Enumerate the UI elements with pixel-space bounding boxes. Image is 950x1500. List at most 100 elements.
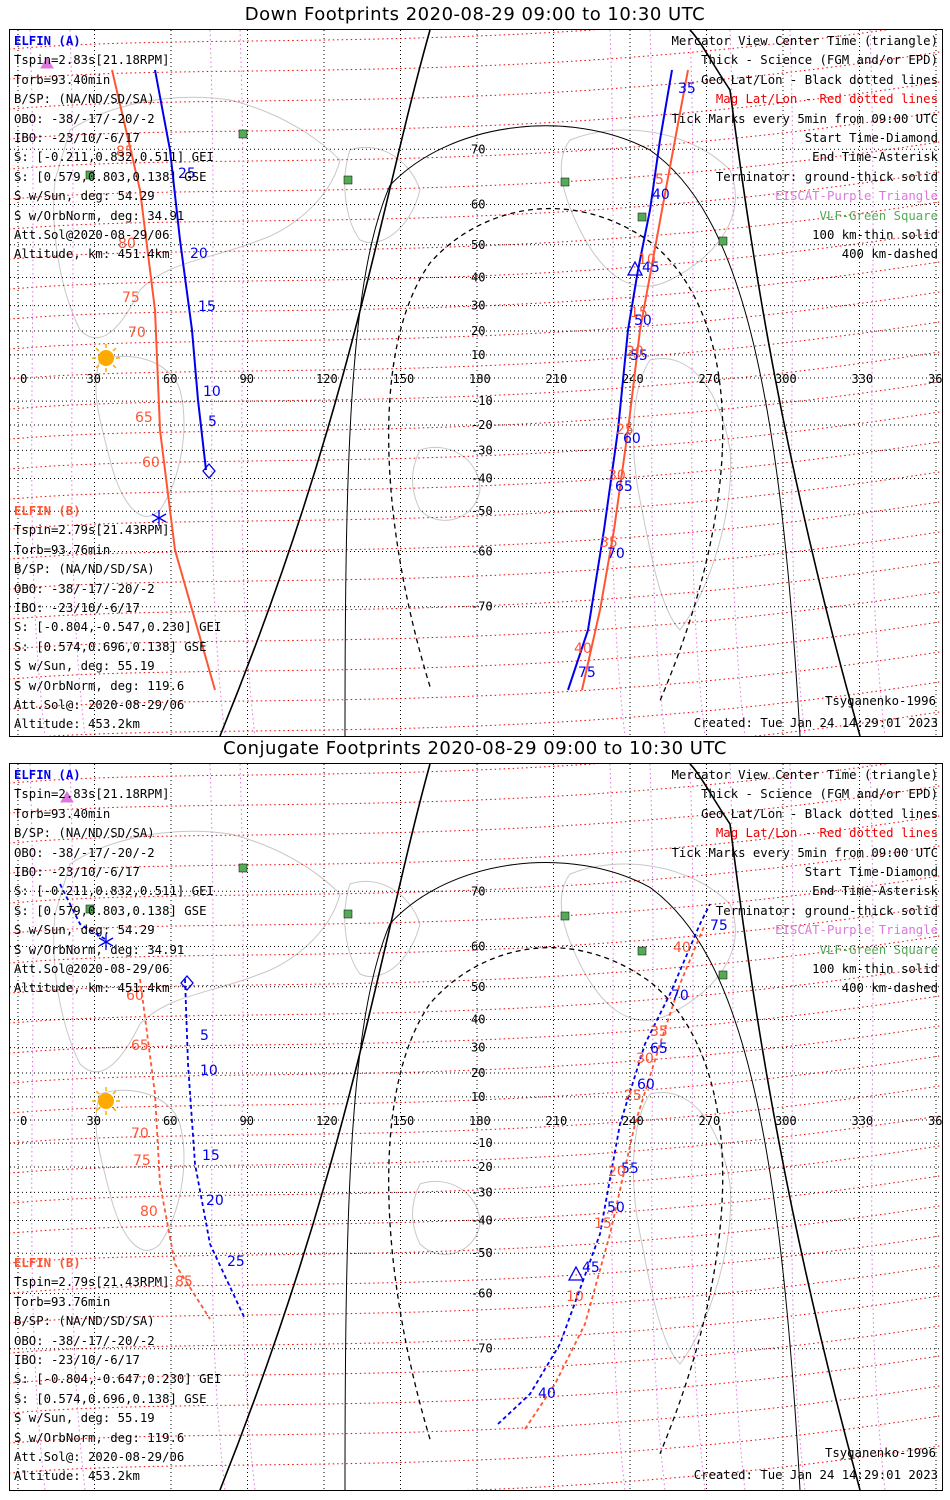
mag-parallel [10,231,942,290]
sat-a-name: ELFIN (A) [14,34,81,48]
lat-tick-label: -70 [471,1342,493,1356]
mag-parallel [10,905,942,964]
mag-parallel [10,1385,942,1444]
sat-b-track-left [111,69,216,691]
footprint-100km [344,125,801,736]
sat-b-tick-label: 15 [630,305,648,321]
mag-grid [10,764,942,1490]
sat-b-info: ELFIN (B) Tspin=2.79s[21.43RPM] Torb=93.… [14,1254,221,1487]
sat-a-tick-label: 50 [634,313,652,329]
lat-tick-label: 50 [471,238,485,252]
lat-tick-label: -50 [471,504,493,518]
mag-parallel [10,1295,942,1354]
vlf-square [343,175,353,185]
lat-tick-label: 70 [471,884,485,898]
sat-a-line: Tspin=2.83s[21.18RPM] [14,787,170,802]
legend-item: VLF-Green Square [819,942,938,957]
mag-meridian [869,30,886,736]
mag-parallel [10,1175,942,1234]
down-footprints-panel: 0 30 60 90 120 150 180 210 240 270 300 330 360 70 60 50… [9,29,943,737]
mag-meridian [69,30,86,736]
footprint-100km-line [344,125,801,736]
sat-b-tick-label: 20 [608,1164,626,1180]
sat-b-tick-label: 65 [131,1038,149,1054]
sat-b-line: S w/Sun, deg: 55.19 [14,1411,155,1426]
sat-a-line: Altitude, km: 451.4km [14,247,170,262]
lon-tick-label: 180 [469,372,491,386]
sat-b-tick-label: 80 [140,1204,158,1220]
legend-item: Thick - Science (FGM and/or EPD) [701,787,938,802]
sat-a-tick-label: 45 [642,260,660,276]
sat-b-tick-label: 70 [131,1126,149,1142]
lat-tick-label: 60 [471,939,485,953]
coastline [412,1180,481,1255]
mag-parallel [10,1115,942,1174]
lat-tick-label: 20 [471,324,485,338]
mag-parallel [10,30,889,80]
legend-item: Mag Lat/Lon - Red dotted lines [715,92,938,107]
sat-a-info: ELFIN (A) Tspin=2.83s[21.18RPM] Torb=93.… [14,766,214,999]
lat-tick-label: -20 [471,418,493,432]
end-asterisk [151,510,167,526]
sat-a-name: ELFIN (A) [14,768,81,782]
sat-b-tick-label: 75 [122,290,140,306]
asterisk-stroke [98,937,114,947]
model-label: Tsyganenko-1996 [824,1446,936,1460]
lat-tick-label: 70 [471,142,485,156]
sat-b-line: Att.Sol@: 2020-08-29/06 [14,1449,185,1464]
mag-meridian [239,30,256,736]
legend-item: EISCAT-Purple Triangle [775,189,938,204]
sat-b-line: Torb=93.76min [14,542,111,557]
sat-a-tick-label: 40 [538,1386,556,1402]
legend-item: 400 km-dashed [841,247,938,262]
sat-b-tick-label: 25 [616,422,634,438]
sat-a-tick-label: 20 [206,1193,224,1209]
sat-a-line: Tspin=2.83s[21.18RPM] [14,53,170,68]
sat-b-line: S: [-0.804,-0.547,0.230] GEI [14,620,222,635]
lat-tick-label: 10 [471,348,485,362]
coastline [53,830,341,1073]
sat-b-line: S: [0.574,0.696,0.138] GSE [14,1391,207,1406]
terminator-west [219,30,431,736]
axis-labels: 0 30 60 90 120 150 180 210 240 270 300 330 360 70 60 50… [20,884,942,1355]
mag-parallel [10,1025,942,1084]
legend-item: Tick Marks every 5min from 09:00 UTC [671,111,938,126]
coastline [632,358,732,631]
mag-parallel [10,764,889,814]
sat-b-tick-label: 40 [574,641,592,657]
vlf-square [560,177,570,187]
center-triangle [567,1265,585,1281]
sun-ray [95,1090,100,1095]
vlf-square [718,970,728,980]
sun-ray [95,347,100,352]
sat-a-tick-label: 40 [652,187,670,203]
down-footprints-title: Down Footprints 2020-08-29 09:00 to 10:3… [244,4,706,25]
terminator-east [689,30,861,736]
sat-b-line: OBO: -38/-17/-20/-2 [14,1333,155,1348]
mag-meridian [609,30,626,736]
vlf-square [560,911,570,921]
mag-parallel [10,291,942,350]
sat-b-name: ELFIN (B) [14,1256,81,1270]
mag-parallel [10,471,942,530]
track-tick-labels: 5101520256065707580854045505560657075101… [126,918,728,1402]
mag-parallel [10,1145,942,1204]
sat-b-tick-label: 5 [655,172,664,188]
lat-tick-label: 30 [471,1041,485,1055]
lon-tick-label: 300 [775,372,797,386]
legend: Mercator View Center Time (triangle) Thic… [671,766,938,999]
sat-a-line: OBO: -38/-17/-20/-2 [14,111,155,126]
legend-item: Geo Lat/Lon - Black dotted lines [701,72,938,87]
conjugate-footprints-panel: 0 30 60 90 120 150 180 210 240 270 300 330 360 70 60 50… [9,763,943,1491]
coastline [560,129,736,287]
created-label: Created: Tue Jan 24 14:29:01 2023 [693,716,938,730]
sat-b-line: OBO: -38/-17/-20/-2 [14,581,155,596]
sat-a-line: Torb=93.40min [14,72,111,87]
lon-tick-label: 150 [393,1114,415,1128]
sat-b-tick-label: 65 [135,410,153,426]
lon-tick-label: 330 [852,1114,874,1128]
sat-a-tick-label: 5 [200,1028,209,1044]
sat-b-tick-label: 85 [116,144,134,160]
end-asterisk [98,934,114,950]
mag-parallel [10,561,942,620]
